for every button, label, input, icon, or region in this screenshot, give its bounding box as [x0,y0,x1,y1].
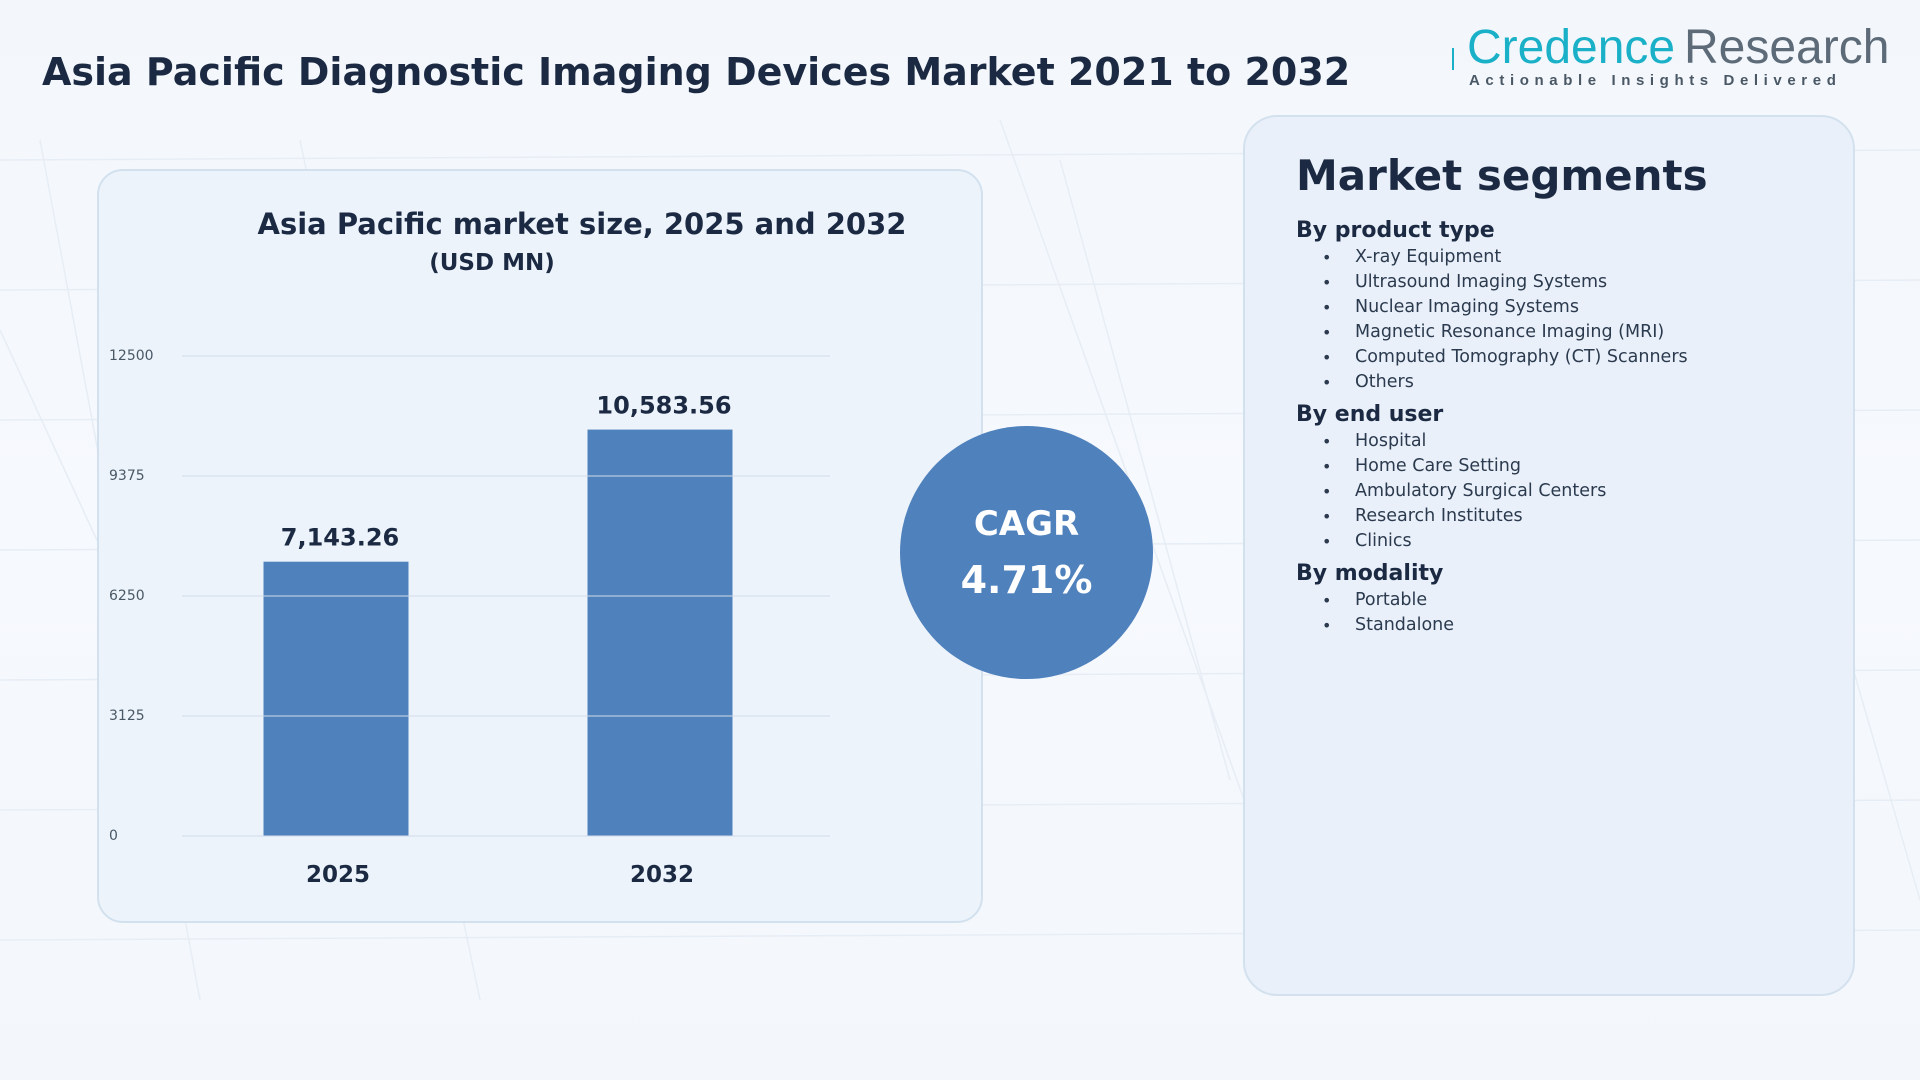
segment-group-title: By product type [1296,218,1495,243]
segment-item: Ambulatory Surgical Centers [1296,481,1701,502]
x-tick-label-2025: 2025 [306,862,370,888]
logo-tagline: Actionable Insights Delivered [1469,72,1842,89]
y-tick-label-3125: 3125 [109,708,145,724]
segment-item: Ultrasound Imaging Systems [1296,272,1701,293]
page-title: Asia Pacific Diagnostic Imaging Devices … [42,50,1351,94]
segment-group-title: By modality [1296,561,1444,586]
logo-word-credence: Credence [1467,21,1676,74]
segment-item: Clinics [1296,531,1701,552]
segment-item: X-ray Equipment [1296,247,1701,268]
bar-2025 [263,561,409,836]
y-tick-label-0: 0 [109,828,118,844]
segment-item: Nuclear Imaging Systems [1296,297,1701,318]
x-tick-label-2032: 2032 [630,862,694,888]
logo-accent-bar [1452,48,1454,70]
y-tick-label-12500: 12500 [109,348,154,364]
segments-title: Market segments [1296,151,1708,200]
segment-item: Portable [1296,590,1701,611]
chart-title: Asia Pacific market size, 2025 and 2032 [257,207,907,241]
segment-item: Others [1296,372,1701,393]
segments-body: By product type X-ray Equipment Ultrasou… [1296,217,1816,644]
data-label-2032: 10,583.56 [596,392,731,420]
segment-list-product-type: X-ray Equipment Ultrasound Imaging Syste… [1296,247,1816,393]
brand-logo: Credence Research Actionable Insights De… [1452,18,1892,98]
market-segments-card: Market segments By product type X-ray Eq… [1243,115,1855,996]
y-tick-label-9375: 9375 [109,468,145,484]
segment-group-title: By end user [1296,402,1444,427]
logo-word-research: Research [1684,21,1890,74]
segment-item: Computed Tomography (CT) Scanners [1296,347,1701,368]
bar-2032 [587,429,733,836]
cagr-label: CAGR [973,504,1080,544]
segment-item: Magnetic Resonance Imaging (MRI) [1296,322,1701,343]
cagr-badge: CAGR 4.71% [900,426,1153,679]
segment-item: Research Institutes [1296,506,1701,527]
market-size-chart-card: Asia Pacific market size, 2025 and 2032 … [97,169,983,923]
y-tick-label-6250: 6250 [109,588,145,604]
cagr-value: 4.71% [960,558,1093,602]
segment-item: Hospital [1296,431,1701,452]
segment-list-modality: Portable Standalone [1296,590,1816,636]
segment-item: Home Care Setting [1296,456,1701,477]
segment-list-end-user: Hospital Home Care Setting Ambulatory Su… [1296,431,1816,552]
chart-subtitle: (USD MN) [429,250,555,276]
data-label-2025: 7,143.26 [281,524,399,552]
bar-chart: 7,143.26 2025 10,583.56 2032 0 3125 6250 9375 12… [109,348,830,888]
segment-item: Standalone [1296,615,1701,636]
